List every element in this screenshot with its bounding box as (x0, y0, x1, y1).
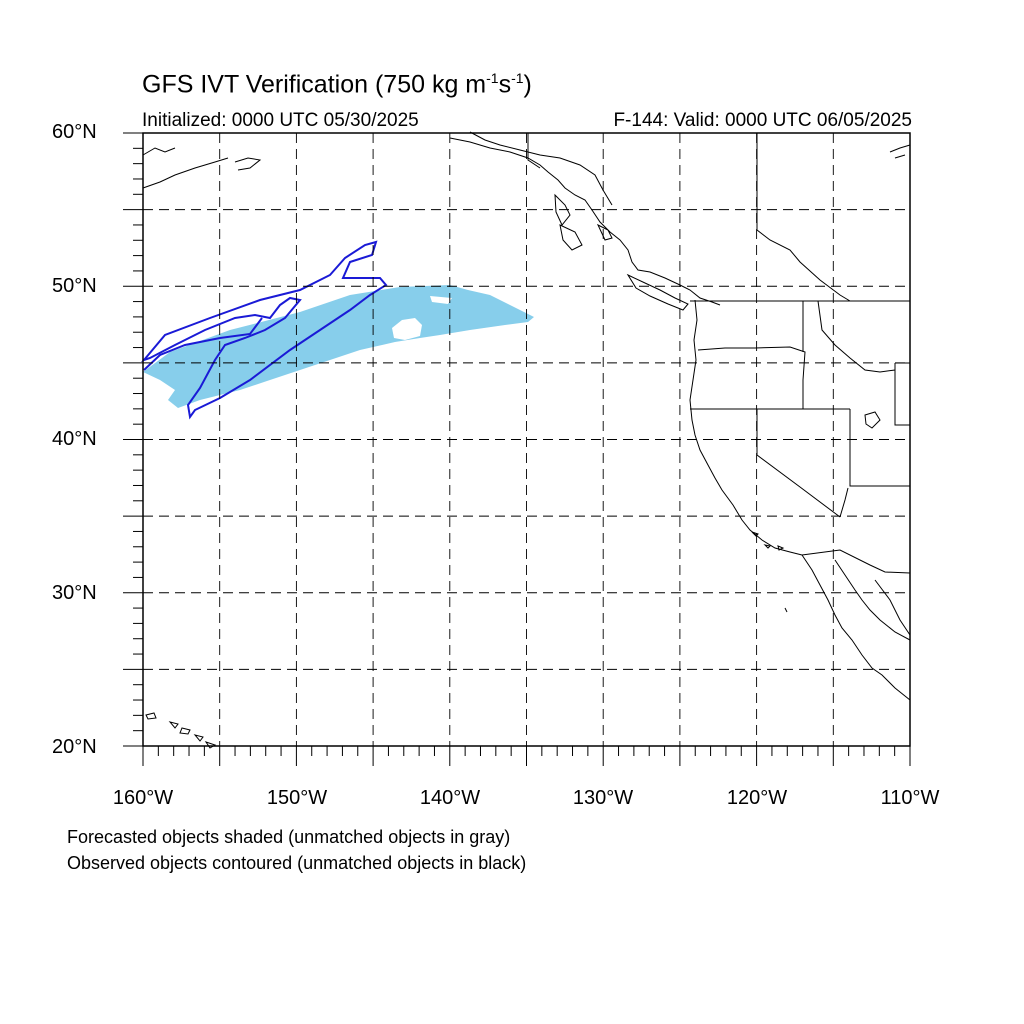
forecast-object-hole (392, 318, 422, 340)
lat-label-50: 50°N (52, 275, 97, 297)
map-title: GFS IVT Verification (750 kg m-1s-1) (142, 70, 532, 99)
initialized-label: Initialized: 0000 UTC 05/30/2025 (142, 110, 419, 131)
lon-label-130w: 130°W (572, 787, 634, 809)
forecast-note: Forecasted objects shaded (unmatched obj… (67, 827, 511, 847)
lon-label-110w: 110°W (880, 787, 940, 809)
forecast-object-notch (430, 296, 452, 304)
valid-time-label: F-144: Valid: 0000 UTC 06/05/2025 (613, 110, 912, 131)
forecast-object (143, 285, 534, 408)
observed-object (143, 317, 263, 371)
lat-label-20: 20°N (52, 736, 97, 758)
lon-label-140w: 140°W (419, 787, 481, 809)
lon-label-120w: 120°W (726, 787, 788, 809)
map-frame (142, 132, 911, 747)
lat-label-30: 30°N (52, 582, 97, 604)
observed-note: Observed objects contoured (unmatched ob… (67, 853, 527, 873)
lat-label-40: 40°N (52, 428, 97, 450)
lon-label-150w: 150°W (266, 787, 328, 809)
graticule (143, 133, 910, 746)
tick-marks (123, 132, 911, 766)
political-borders (527, 133, 911, 574)
lat-label-60: 60°N (52, 121, 97, 143)
lon-label-160w: 160°W (112, 787, 174, 809)
